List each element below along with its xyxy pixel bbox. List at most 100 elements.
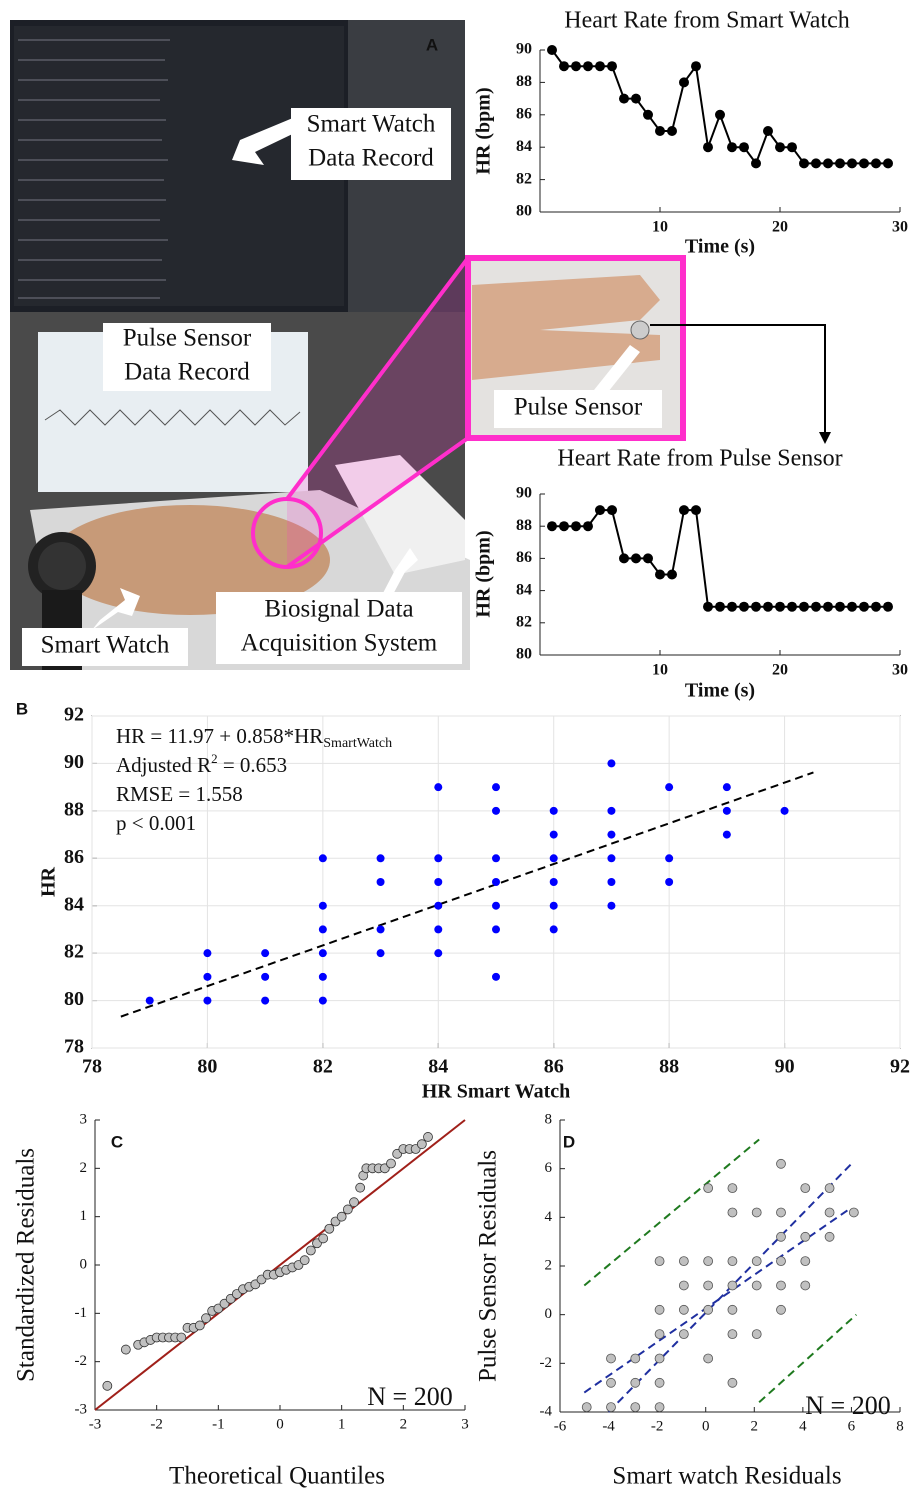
data-point (434, 925, 442, 933)
data-point (631, 94, 641, 104)
data-point (691, 61, 701, 71)
data-point (655, 1403, 664, 1412)
data-line (552, 510, 888, 607)
data-point (777, 1208, 786, 1217)
page: Smart WatchData RecordPulse SensorData R… (0, 0, 916, 1495)
x-tick-label: 30 (892, 219, 908, 236)
y-tick-label: 3 (80, 1111, 88, 1127)
data-point (350, 1198, 359, 1207)
data-point (146, 997, 154, 1005)
data-point (835, 602, 845, 612)
data-point (377, 925, 385, 933)
x-axis-label: Theoretical Quantiles (169, 1463, 385, 1490)
data-point (811, 602, 821, 612)
data-point (823, 602, 833, 612)
data-point (607, 505, 617, 515)
annotation: Adjusted R2 = 0.653 (116, 751, 287, 777)
data-point (801, 1257, 810, 1266)
data-point (801, 1281, 810, 1290)
x-tick-label: 2 (751, 1418, 759, 1434)
data-point (492, 925, 500, 933)
data-point (631, 553, 641, 563)
data-point (859, 158, 869, 168)
data-point (823, 158, 833, 168)
y-tick-label: 86 (516, 105, 532, 122)
data-point (883, 158, 893, 168)
data-point (667, 570, 677, 580)
data-point (607, 1403, 616, 1412)
panel-label: A (426, 35, 438, 54)
data-point (655, 1305, 664, 1314)
chart-title: Heart Rate from Smart Watch (564, 8, 850, 34)
data-point (777, 1232, 786, 1241)
data-point (752, 1281, 761, 1290)
data-point (619, 553, 629, 563)
data-point (849, 1208, 858, 1217)
data-point (607, 831, 615, 839)
data-point (607, 807, 615, 815)
data-point (727, 142, 737, 152)
data-point (665, 783, 673, 791)
data-point (704, 1184, 713, 1193)
data-point (723, 807, 731, 815)
chart: 808284868890102030Heart Rate from Smart … (473, 8, 908, 258)
data-point (665, 878, 673, 886)
data-point (434, 783, 442, 791)
x-tick-label: 80 (197, 1056, 217, 1078)
data-point (607, 1378, 616, 1387)
data-point (655, 1257, 664, 1266)
y-tick-label: 92 (64, 704, 84, 726)
y-axis-label: Standardized Residuals (13, 1148, 40, 1382)
data-point (319, 854, 327, 862)
data-point (777, 1281, 786, 1290)
chart: 78808284868890927880828486889092HR Smart… (38, 704, 910, 1103)
data-point (631, 1403, 640, 1412)
data-point (377, 878, 385, 886)
y-tick-label: -3 (75, 1401, 88, 1417)
data-point (643, 553, 653, 563)
y-tick-label: 2 (545, 1257, 553, 1273)
photo-label: Biosignal Data (264, 596, 413, 623)
x-tick-label: 2 (400, 1416, 408, 1432)
data-point (319, 1234, 328, 1243)
y-tick-label: 82 (516, 170, 532, 187)
data-point (571, 61, 581, 71)
photo-label: Data Record (308, 145, 434, 172)
data-point (607, 878, 615, 886)
data-point (203, 973, 211, 981)
data-point (547, 521, 557, 531)
annotation: N = 200 (805, 1391, 890, 1420)
data-point (607, 61, 617, 71)
annotation-text: p < 0.001 (116, 811, 196, 835)
data-point (703, 602, 713, 612)
photo-label: Data Record (124, 359, 250, 386)
data-point (728, 1330, 737, 1339)
data-point (704, 1354, 713, 1363)
annotation-text: HR = 11.97 + 0.858*HR (116, 724, 323, 748)
data-point (631, 1354, 640, 1363)
data-point (319, 973, 327, 981)
panel-label: C (111, 1132, 123, 1151)
y-axis-label: HR (bpm) (473, 530, 495, 617)
data-point (492, 854, 500, 862)
x-tick-label: 86 (544, 1056, 564, 1078)
annotation-sub: SmartWatch (323, 736, 392, 751)
data-point (751, 158, 761, 168)
x-tick-label: 8 (896, 1418, 904, 1434)
x-tick-label: 82 (313, 1056, 333, 1078)
photo-label: Acquisition System (241, 630, 438, 657)
y-tick-label: -2 (75, 1353, 88, 1369)
data-point (679, 1330, 688, 1339)
data-point (356, 1183, 365, 1192)
data-point (195, 1321, 204, 1330)
data-point (377, 949, 385, 957)
x-tick-label: 6 (848, 1418, 856, 1434)
data-point (177, 1333, 186, 1342)
y-tick-label: 88 (64, 798, 84, 820)
figure: Smart WatchData RecordPulse SensorData R… (0, 0, 916, 1495)
data-point (703, 142, 713, 152)
x-tick-label: -2 (651, 1418, 664, 1434)
data-point (631, 1378, 640, 1387)
x-axis-label: Time (s) (685, 236, 755, 258)
data-point (417, 1140, 426, 1149)
